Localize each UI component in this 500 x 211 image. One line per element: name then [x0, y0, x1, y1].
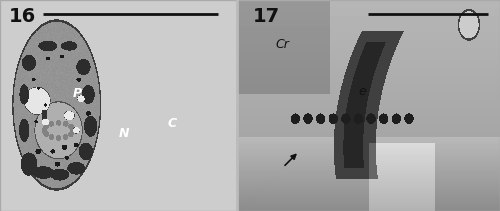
Text: P: P [73, 87, 82, 100]
Text: 16: 16 [9, 7, 36, 26]
Text: e: e [358, 85, 366, 98]
Text: C: C [168, 117, 177, 130]
Text: 17: 17 [252, 7, 280, 26]
Text: N: N [119, 127, 129, 141]
Text: Cr: Cr [276, 38, 289, 51]
